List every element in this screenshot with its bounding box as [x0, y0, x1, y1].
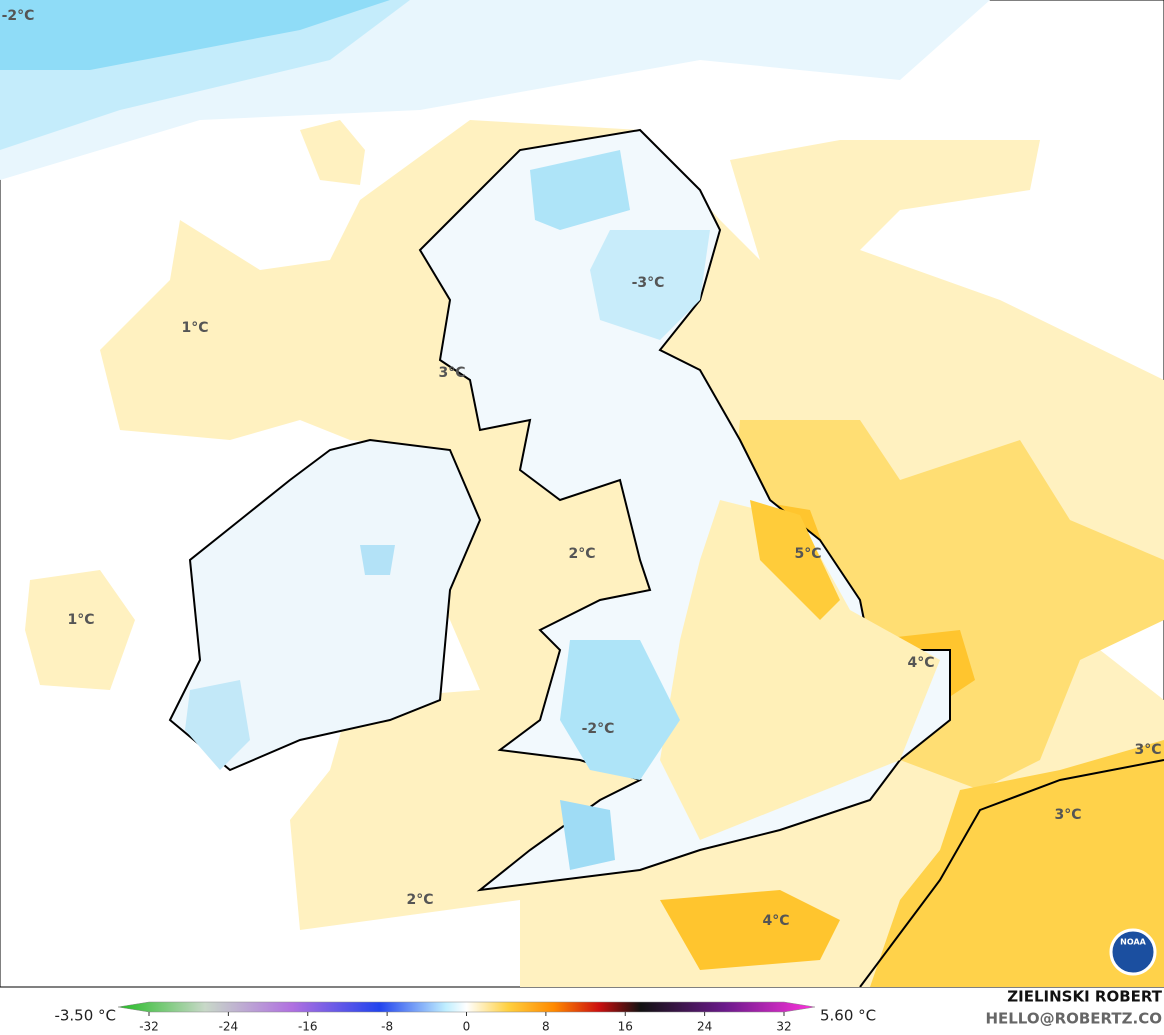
colorbar-min: -3.50 °C: [54, 1007, 116, 1025]
temperature-label: 3°C: [1054, 807, 1081, 823]
temperature-label: 3°C: [438, 365, 465, 381]
colorbar-tick-label: -16: [298, 1020, 318, 1034]
temperature-label: 1°C: [181, 320, 208, 336]
colorbar-tick-label: -8: [381, 1020, 393, 1034]
temperature-label: 4°C: [907, 655, 934, 671]
warm-area: [730, 420, 1164, 790]
warm-area: [100, 120, 1164, 987]
colorbar-tick-label: -32: [139, 1020, 159, 1034]
warm-area: [870, 740, 1164, 987]
temperature-label: 4°C: [762, 913, 789, 929]
cold-area: [560, 640, 680, 780]
temperature-label: 2°C: [568, 546, 595, 562]
map-area: NOAA: [0, 0, 1164, 988]
temperature-label: -2°C: [582, 721, 615, 737]
ireland: [168, 438, 482, 772]
warm-area: [750, 500, 840, 620]
logo: [1109, 928, 1157, 976]
colorbar-tick-label: 8: [542, 1020, 550, 1034]
author: ZIELINSKI ROBERT: [1007, 988, 1162, 1006]
colorbar-tick-label: 0: [463, 1020, 471, 1034]
warm-area: [660, 500, 940, 840]
cold-area: [360, 545, 395, 575]
map-labels: -2°C 1°C 1°C 3°C -3°C 2°C 5°C 4°C -2°C 3°C 3°C 4°C 2…: [2, 8, 1162, 929]
colorbar-tick-label: -24: [219, 1020, 239, 1034]
temperature-label: -2°C: [2, 8, 35, 24]
temperature-label: 5°C: [794, 546, 821, 562]
cold-area: [0, 0, 390, 70]
cold-area: [530, 150, 630, 230]
warm-area: [660, 890, 840, 970]
warm-area: [300, 120, 365, 185]
colorbar-tick-label: 24: [697, 1020, 712, 1034]
colorbar-max: 5.60 °C: [820, 1007, 876, 1025]
colorbar-tick-label: 32: [776, 1020, 791, 1034]
temperature-label: -3°C: [632, 275, 665, 291]
logo-text: NOAA: [1120, 938, 1146, 947]
continent-coast: [859, 759, 1164, 988]
warm-area: [25, 570, 135, 690]
cold-area: [560, 800, 615, 870]
cold-area: [185, 680, 250, 770]
colorbar: -3.50 °C 5.60 °C -32 -24 -16 -8 0 8 16 24 32: [54, 1001, 876, 1034]
colorbar-fill: [117, 1001, 816, 1013]
colorbar-tick-label: 16: [618, 1020, 633, 1034]
temperature-label: 1°C: [67, 612, 94, 628]
cold-area: [590, 230, 710, 340]
email: HELLO@ROBERTZ.CO: [985, 1010, 1162, 1028]
temperature-label: 2°C: [406, 892, 433, 908]
temperature-label: 3°C: [1134, 742, 1161, 758]
